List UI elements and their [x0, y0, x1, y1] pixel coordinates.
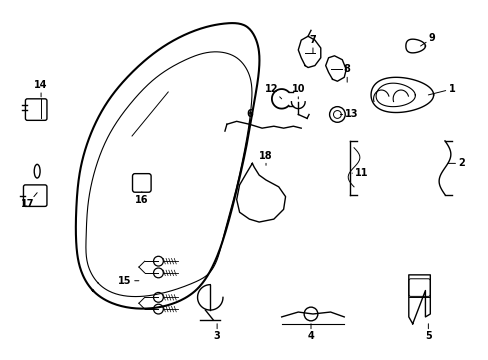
Text: 12: 12 [264, 84, 281, 99]
Text: 9: 9 [420, 33, 435, 46]
Text: 7: 7 [309, 35, 316, 53]
Text: 17: 17 [20, 193, 37, 210]
Text: 4: 4 [307, 324, 314, 342]
Text: 16: 16 [135, 192, 148, 204]
Text: 2: 2 [447, 158, 464, 168]
Text: 1: 1 [427, 84, 454, 95]
Text: 3: 3 [213, 324, 220, 342]
Text: 6: 6 [245, 109, 252, 126]
Text: 10: 10 [291, 84, 305, 99]
Text: 5: 5 [424, 324, 431, 342]
Text: 15: 15 [118, 276, 139, 286]
Text: 18: 18 [259, 150, 272, 165]
Text: 14: 14 [34, 80, 48, 97]
Text: 13: 13 [340, 109, 358, 120]
Text: 8: 8 [343, 64, 350, 82]
Text: 11: 11 [351, 168, 368, 178]
